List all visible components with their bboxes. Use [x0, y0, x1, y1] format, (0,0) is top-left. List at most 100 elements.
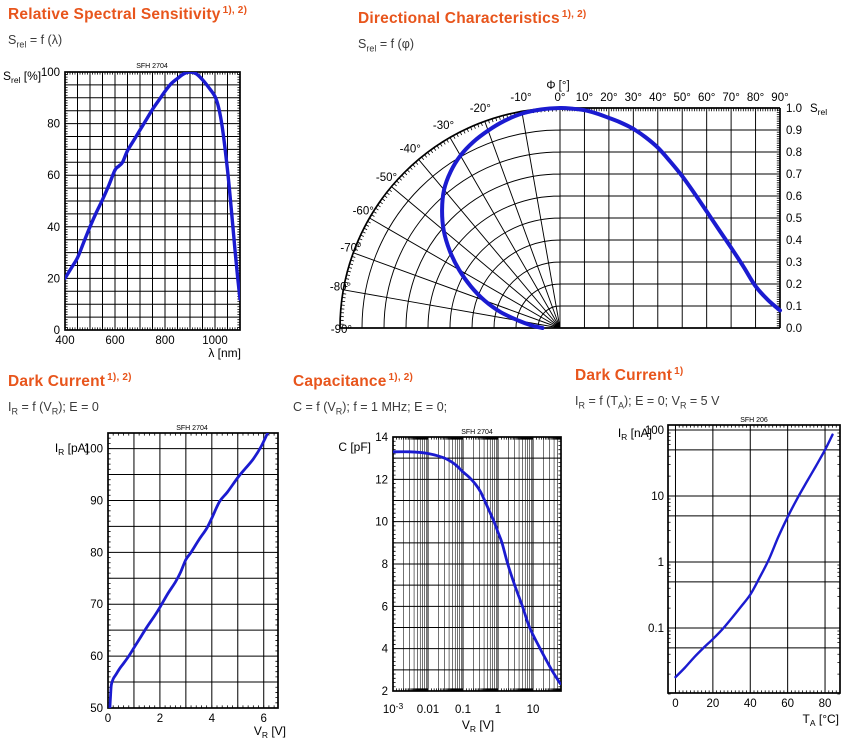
svg-text:80: 80 [819, 698, 832, 710]
chart-title: Capacitance 1), 2) [293, 372, 413, 391]
svg-text:60: 60 [781, 698, 794, 710]
chart-title-footnote: 1), 2) [222, 5, 248, 16]
chart-title-text: Dark Current [8, 373, 106, 391]
svg-text:80°: 80° [747, 92, 764, 104]
svg-text:1: 1 [495, 704, 501, 716]
svg-text:1: 1 [658, 557, 664, 569]
svg-text:0.01: 0.01 [417, 704, 439, 716]
chart-title-footnote: 1) [674, 366, 684, 377]
svg-text:Φ [°]: Φ [°] [546, 80, 569, 92]
svg-text:90°: 90° [771, 92, 788, 104]
svg-text:2: 2 [157, 713, 163, 725]
capacitance-plot: 10-3 0.01 0.1 1 10 14 12 10 8 6 4 2 VR [V] C [pF] SFH … [338, 429, 562, 734]
svg-text:10: 10 [651, 491, 664, 503]
svg-text:100: 100 [84, 444, 103, 456]
svg-text:14: 14 [375, 432, 388, 444]
svg-text:SFH 2704: SFH 2704 [176, 425, 208, 432]
svg-text:-10°: -10° [510, 92, 531, 104]
svg-text:10°: 10° [576, 92, 593, 104]
chart-subtitle: IR = f (TA); E = 0; VR = 5 V [575, 394, 720, 411]
svg-text:-70°: -70° [340, 242, 361, 254]
svg-text:10-3: 10-3 [383, 701, 404, 716]
chart-title-text: Capacitance [293, 373, 387, 391]
svg-text:-20°: -20° [470, 103, 491, 115]
svg-text:-90°: -90° [331, 324, 352, 336]
svg-text:40°: 40° [649, 92, 666, 104]
svg-text:100: 100 [645, 425, 664, 437]
svg-text:1000: 1000 [202, 335, 228, 347]
chart-subtitle: Srel = f (λ) [8, 33, 63, 50]
svg-text:600: 600 [105, 335, 124, 347]
svg-text:10: 10 [375, 517, 388, 529]
chart-title-text: Directional Characteristics [358, 10, 560, 28]
svg-text:-80°: -80° [330, 282, 351, 294]
svg-text:60: 60 [90, 651, 103, 663]
dark-current-temperature-plot: 0 20 40 60 80 100 10 1 0.1 TA [°C] IR [nA] SFH 206 [618, 417, 841, 728]
chart-title-footnote: 1), 2) [388, 372, 414, 383]
svg-text:40: 40 [744, 698, 757, 710]
svg-text:0.0: 0.0 [786, 323, 802, 335]
svg-text:VR [V]: VR [V] [462, 718, 494, 734]
svg-text:SFH 2704: SFH 2704 [461, 429, 493, 436]
svg-text:0.1: 0.1 [786, 301, 802, 313]
svg-text:100: 100 [41, 67, 60, 79]
chart-subtitle: IR = f (VR); E = 0 [8, 400, 99, 417]
chart-title: Dark Current 1), 2) [8, 372, 132, 391]
svg-text:10: 10 [527, 704, 540, 716]
svg-text:0.2: 0.2 [786, 279, 802, 291]
svg-text:0.8: 0.8 [786, 147, 802, 159]
svg-text:0.4: 0.4 [786, 235, 803, 247]
svg-text:0.5: 0.5 [786, 213, 802, 225]
svg-text:30°: 30° [625, 92, 642, 104]
svg-text:4: 4 [382, 644, 389, 656]
svg-text:20°: 20° [600, 92, 617, 104]
svg-text:80: 80 [47, 119, 60, 131]
chart-title: Relative Spectral Sensitivity 1), 2) [8, 5, 247, 24]
svg-text:IR [nA]: IR [nA] [618, 426, 652, 442]
svg-text:0: 0 [105, 713, 111, 725]
svg-text:0.6: 0.6 [786, 191, 802, 203]
directional-characteristics-plot: Φ [°]0° 10° 20° 30° 40° 50° 60° 70° 80° 90° -10° -2… [330, 80, 827, 336]
svg-text:6: 6 [261, 713, 267, 725]
svg-text:SFH 2704: SFH 2704 [136, 63, 168, 70]
svg-text:TA [°C]: TA [°C] [803, 712, 839, 728]
chart-title: Dark Current 1) [575, 366, 683, 385]
svg-text:4: 4 [209, 713, 216, 725]
svg-text:20: 20 [47, 273, 60, 285]
svg-text:2: 2 [382, 686, 388, 698]
spectral-sensitivity-plot: 400 600 800 1000 0 20 40 60 80 100 λ [nm] Srel [%] S… [3, 63, 241, 360]
svg-text:Srel: Srel [810, 103, 827, 117]
svg-text:0°: 0° [555, 92, 566, 104]
svg-text:0: 0 [54, 325, 60, 337]
svg-text:50°: 50° [674, 92, 691, 104]
svg-text:Srel [%]: Srel [%] [3, 69, 41, 85]
svg-text:λ [nm]: λ [nm] [208, 346, 241, 360]
svg-text:IR [pA]: IR [pA] [55, 441, 89, 457]
svg-text:60°: 60° [698, 92, 715, 104]
svg-text:0.9: 0.9 [786, 125, 802, 137]
chart-title-footnote: 1), 2) [107, 372, 132, 383]
svg-text:0.7: 0.7 [786, 169, 802, 181]
svg-text:-60°: -60° [353, 206, 374, 218]
svg-text:20: 20 [706, 698, 719, 710]
svg-text:-50°: -50° [376, 172, 397, 184]
chart-title-footnote: 1), 2) [561, 9, 587, 20]
svg-text:1.0: 1.0 [786, 103, 802, 115]
svg-text:VR [V]: VR [V] [254, 724, 286, 740]
svg-text:SFH 206: SFH 206 [740, 417, 768, 424]
svg-text:50: 50 [90, 703, 103, 715]
svg-text:8: 8 [382, 559, 388, 571]
svg-text:0: 0 [672, 698, 678, 710]
chart-title-text: Dark Current [575, 367, 673, 385]
svg-text:-40°: -40° [400, 144, 421, 156]
svg-text:40: 40 [47, 222, 60, 234]
svg-text:400: 400 [55, 335, 74, 347]
svg-text:800: 800 [155, 335, 174, 347]
svg-text:-30°: -30° [433, 120, 454, 132]
chart-subtitle: C = f (VR); f = 1 MHz; E = 0; [293, 400, 448, 417]
svg-text:60: 60 [47, 170, 60, 182]
svg-text:12: 12 [375, 474, 388, 486]
svg-text:C [pF]: C [pF] [338, 440, 371, 454]
chart-title: Directional Characteristics 1), 2) [358, 9, 586, 28]
